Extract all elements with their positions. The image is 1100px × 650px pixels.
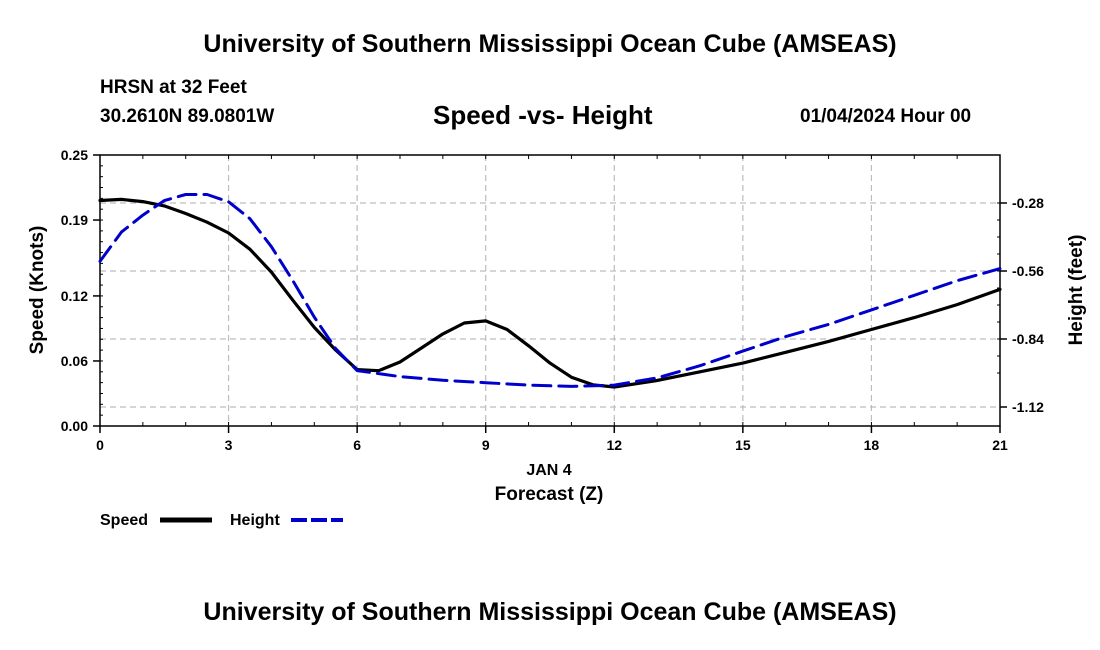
x-tick-label: 9 <box>482 437 490 453</box>
y-tick-label: 0.12 <box>61 288 88 304</box>
x-tick-label: 21 <box>992 437 1008 453</box>
x-axis-label: Forecast (Z) <box>495 484 604 505</box>
x-tick-label: 15 <box>735 437 751 453</box>
y-tick-label: 0.00 <box>61 418 88 434</box>
y2-tick-label: -0.56 <box>1012 263 1044 279</box>
speed-series-line <box>98 197 1002 389</box>
x-tick-label: 3 <box>225 437 233 453</box>
series-layer <box>98 193 1002 389</box>
tick-layer <box>93 154 1007 433</box>
coordinates-label: 30.2610N 89.0801W <box>100 106 275 127</box>
legend-height-label: Height <box>230 512 280 529</box>
y2-tick-label: -0.84 <box>1012 331 1044 347</box>
y2-axis-label: Height (feet) <box>1066 235 1087 346</box>
header-title: University of Southern Mississippi Ocean… <box>203 30 897 58</box>
y-axis-label: Speed (Knots) <box>27 226 48 355</box>
footer-title: University of Southern Mississippi Ocean… <box>203 598 897 626</box>
y2-tick-label: -0.28 <box>1012 195 1044 211</box>
y-tick-label: 0.06 <box>61 353 88 369</box>
y-tick-label: 0.25 <box>61 147 88 163</box>
grid-layer <box>100 155 1000 426</box>
chart-title: Speed -vs- Height <box>433 100 653 130</box>
x-tick-label: 18 <box>864 437 880 453</box>
height-series-line <box>98 193 1002 388</box>
forecast-date-label: 01/04/2024 Hour 00 <box>800 106 972 127</box>
label-layer: 0 3 6 9 12 15 18 21 0.00 0.06 0.12 0.19 0.25 -0.28 -0.… <box>61 147 1044 453</box>
y-tick-label: 0.19 <box>61 212 88 228</box>
y2-tick-label: -1.12 <box>1012 399 1044 415</box>
legend-speed-label: Speed <box>100 512 148 529</box>
x-tick-label: 6 <box>353 437 361 453</box>
x-tick-label: 0 <box>96 437 104 453</box>
x-tick-label: 12 <box>606 437 622 453</box>
station-label: HRSN at 32 Feet <box>100 77 247 98</box>
x-axis-date-label: JAN 4 <box>526 462 571 479</box>
legend: Speed Height <box>100 512 343 529</box>
